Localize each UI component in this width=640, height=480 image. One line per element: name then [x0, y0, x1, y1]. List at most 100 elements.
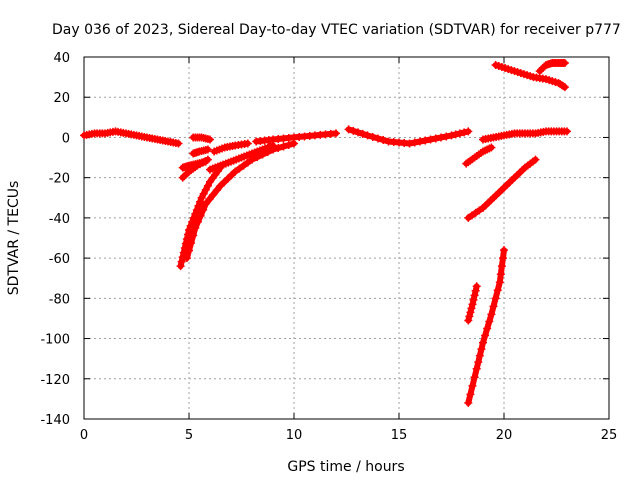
- data-point: [416, 137, 424, 146]
- series-arc-10: [252, 129, 340, 146]
- data-point: [205, 195, 214, 204]
- data-point: [349, 126, 358, 135]
- series-arc-17: [491, 61, 569, 92]
- data-point: [472, 282, 481, 291]
- data-point: [216, 181, 225, 190]
- data-point: [274, 144, 283, 153]
- data-point: [358, 129, 367, 138]
- data-point: [496, 270, 505, 279]
- data-point: [191, 209, 200, 218]
- series-arc-12: [462, 143, 496, 168]
- data-point: [460, 128, 469, 137]
- data-point: [196, 211, 205, 220]
- series-arc-11: [344, 125, 473, 148]
- data-point: [560, 83, 569, 92]
- data-point: [363, 131, 372, 140]
- data-point: [481, 331, 490, 340]
- data-marks: [80, 59, 571, 407]
- data-point: [477, 345, 486, 354]
- data-point: [487, 310, 496, 319]
- data-point: [495, 278, 504, 287]
- data-point: [451, 130, 460, 139]
- series-arc-5: [178, 157, 210, 172]
- data-point: [235, 164, 244, 173]
- x-tick-label: 15: [391, 428, 408, 443]
- data-point: [197, 193, 206, 202]
- series-band: [345, 126, 472, 147]
- data-point: [344, 125, 353, 134]
- data-point: [531, 155, 540, 164]
- series-arc-7: [189, 133, 214, 144]
- data-point: [206, 135, 214, 144]
- series-band: [465, 247, 507, 406]
- data-point: [203, 181, 212, 190]
- y-tick-label: 20: [53, 91, 70, 106]
- y-tick-label: 40: [53, 51, 70, 66]
- data-point: [483, 324, 492, 333]
- grid-lines: [84, 57, 609, 419]
- data-point: [559, 82, 568, 91]
- data-point: [196, 197, 205, 206]
- series-arc-16: [479, 127, 571, 144]
- data-point: [227, 171, 236, 180]
- data-point: [442, 132, 451, 141]
- axis-ticks: 0 5 10 15 20 25 -140 -120 -100 -80 -60 -40 -20 0 20 40: [40, 51, 617, 443]
- x-tick-label: 5: [185, 428, 193, 443]
- series-arc-1: [80, 127, 183, 148]
- y-tick-label: -80: [49, 292, 70, 307]
- x-tick-label: 10: [286, 428, 303, 443]
- data-point: [426, 135, 435, 144]
- data-point: [563, 127, 571, 136]
- data-point: [474, 358, 483, 367]
- data-point: [189, 231, 198, 240]
- data-point: [212, 186, 221, 195]
- data-point: [471, 286, 480, 295]
- data-point: [379, 135, 388, 144]
- data-point: [368, 132, 377, 141]
- y-tick-label: 0: [62, 131, 70, 146]
- data-point: [466, 308, 475, 317]
- series-arc-2: [176, 163, 225, 271]
- chart-title: Day 036 of 2023, Sidereal Day-to-day VTE…: [52, 22, 621, 38]
- data-point: [209, 190, 218, 199]
- data-point: [489, 302, 498, 311]
- y-tick-label: -120: [40, 373, 70, 388]
- data-point: [187, 239, 196, 248]
- data-point: [201, 185, 210, 194]
- data-point: [354, 128, 363, 137]
- data-point: [493, 286, 502, 295]
- data-point: [182, 254, 191, 263]
- data-point: [469, 295, 478, 304]
- data-point: [177, 257, 186, 266]
- data-point: [431, 134, 440, 143]
- data-point: [560, 59, 569, 68]
- data-point: [279, 142, 288, 151]
- data-point: [243, 158, 252, 167]
- series-arc-14: [464, 246, 508, 407]
- data-point: [498, 254, 507, 263]
- data-point: [472, 364, 481, 373]
- data-point: [500, 246, 508, 255]
- plot-frame: [83, 56, 610, 420]
- data-point: [437, 133, 445, 142]
- series-arc-18: [535, 59, 569, 76]
- series-arc-9: [210, 139, 252, 156]
- y-tick-label: -60: [49, 252, 70, 267]
- data-point: [239, 161, 248, 170]
- data-point: [479, 338, 487, 347]
- data-point: [199, 205, 208, 214]
- data-point: [191, 223, 200, 232]
- x-tick-label: 25: [601, 428, 618, 443]
- series-arc-6: [189, 145, 212, 158]
- data-point: [464, 398, 473, 407]
- data-point: [487, 143, 496, 152]
- y-tick-label: -100: [40, 333, 70, 348]
- y-tick-label: -140: [40, 413, 70, 428]
- data-point: [199, 189, 208, 198]
- data-point: [470, 291, 479, 300]
- data-point: [201, 157, 210, 166]
- data-point: [467, 304, 476, 313]
- series-arc-15: [464, 282, 481, 325]
- data-point: [447, 131, 456, 140]
